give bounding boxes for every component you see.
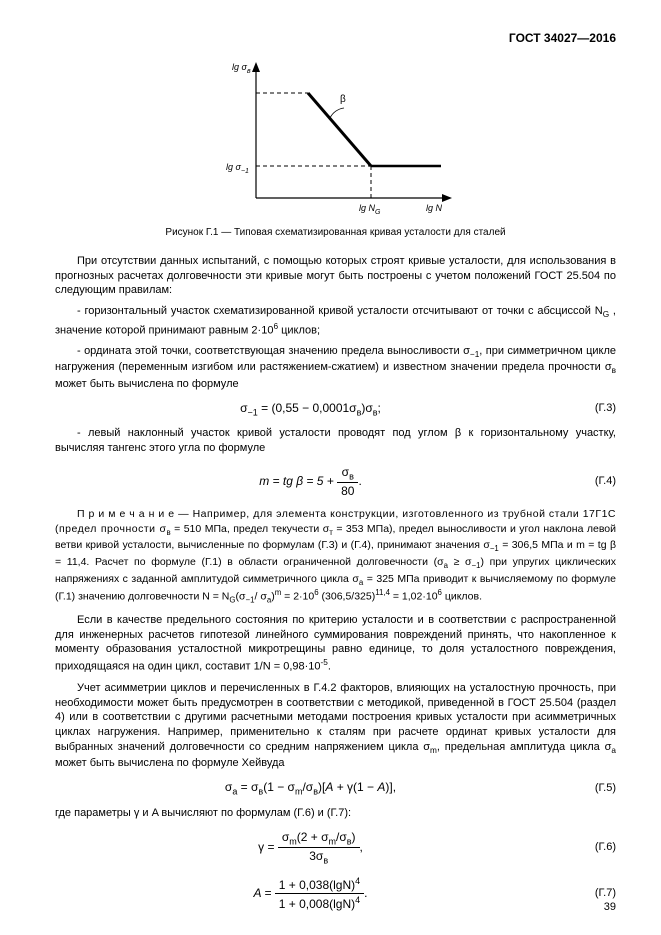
fatigue-curve-figure: lg σв lg σ−1 lg NG lg N β bbox=[216, 58, 456, 218]
svg-text:lg NG: lg NG bbox=[359, 203, 381, 216]
bullet-3: - левый наклонный участок кривой усталос… bbox=[55, 426, 616, 456]
svg-text:lg N: lg N bbox=[426, 203, 443, 213]
equation-4: m = tg β = 5 + σв 80 . (Г.4) bbox=[55, 464, 616, 500]
figure-caption: Рисунок Г.1 — Типовая схематизированная … bbox=[55, 226, 616, 240]
equation-6: γ = σm(2 + σm/σв) 3σв , (Г.6) bbox=[55, 829, 616, 867]
equation-5: σa = σв(1 − σm/σв)[A + γ(1 − A)], (Г.5) bbox=[55, 779, 616, 798]
bullet-2: - ордината этой точки, соответствующая з… bbox=[55, 344, 616, 391]
svg-text:β: β bbox=[340, 94, 346, 105]
svg-text:lg σ−1: lg σ−1 bbox=[226, 162, 249, 175]
note: П р и м е ч а н и е — Например, для элем… bbox=[55, 507, 616, 606]
para-3: Учет асимметрии циклов и перечисленных в… bbox=[55, 681, 616, 772]
equation-3: σ−1 = (0,55 − 0,0001σв)σв; (Г.3) bbox=[55, 400, 616, 419]
page-number: 39 bbox=[604, 900, 616, 915]
bullet-1: - горизонтальный участок схематизированн… bbox=[55, 304, 616, 338]
page: ГОСТ 34027—2016 lg σв lg σ−1 lg NG lg N … bbox=[0, 0, 661, 935]
para-1: При отсутствии данных испытаний, с помощ… bbox=[55, 254, 616, 299]
para-2: Если в качестве предельного состояния по… bbox=[55, 613, 616, 675]
doc-header: ГОСТ 34027—2016 bbox=[55, 30, 616, 46]
equation-7: A = 1 + 0,038(lgN)4 1 + 0,008(lgN)4 . (Г… bbox=[55, 875, 616, 912]
para-4: где параметры γ и A вычисляют по формула… bbox=[55, 806, 616, 821]
svg-text:lg σв: lg σв bbox=[232, 62, 251, 75]
